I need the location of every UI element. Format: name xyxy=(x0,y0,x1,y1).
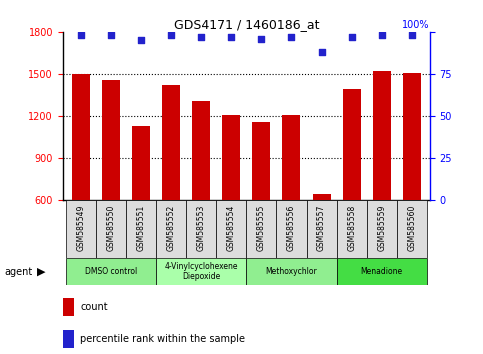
Bar xyxy=(156,200,186,258)
Bar xyxy=(102,80,120,200)
Bar xyxy=(246,258,337,285)
Text: GSM585555: GSM585555 xyxy=(257,205,266,251)
Bar xyxy=(72,74,90,200)
Text: GSM585552: GSM585552 xyxy=(167,205,176,251)
Bar xyxy=(222,115,241,200)
Point xyxy=(167,32,175,38)
Point xyxy=(198,34,205,40)
Title: GDS4171 / 1460186_at: GDS4171 / 1460186_at xyxy=(173,18,319,31)
Text: GSM585554: GSM585554 xyxy=(227,205,236,251)
Text: Methoxychlor: Methoxychlor xyxy=(266,267,317,276)
Point xyxy=(257,36,265,41)
Point xyxy=(287,34,295,40)
Point xyxy=(378,32,385,38)
Text: GSM585550: GSM585550 xyxy=(106,205,115,251)
Bar xyxy=(156,258,246,285)
Text: percentile rank within the sample: percentile rank within the sample xyxy=(80,334,245,344)
Bar xyxy=(63,330,74,348)
Bar xyxy=(373,71,391,200)
Text: count: count xyxy=(80,302,108,312)
Point xyxy=(318,49,326,55)
Bar xyxy=(337,200,367,258)
Text: 4-Vinylcyclohexene
Diepoxide: 4-Vinylcyclohexene Diepoxide xyxy=(164,262,238,281)
Point xyxy=(408,32,416,38)
Point xyxy=(107,32,115,38)
Bar xyxy=(397,200,427,258)
Point xyxy=(227,34,235,40)
Text: GSM585559: GSM585559 xyxy=(377,205,386,251)
Bar xyxy=(246,200,276,258)
Bar xyxy=(96,200,126,258)
Text: GSM585560: GSM585560 xyxy=(407,205,416,251)
Bar xyxy=(66,258,156,285)
Bar xyxy=(307,200,337,258)
Bar xyxy=(63,298,74,316)
Text: agent: agent xyxy=(5,267,33,277)
Bar xyxy=(186,200,216,258)
Text: GSM585553: GSM585553 xyxy=(197,205,206,251)
Text: ▶: ▶ xyxy=(37,267,45,277)
Bar xyxy=(342,89,361,200)
Bar xyxy=(216,200,246,258)
Bar xyxy=(132,126,150,200)
Bar xyxy=(252,121,270,200)
Bar xyxy=(162,85,180,200)
Bar xyxy=(276,200,307,258)
Text: 100%: 100% xyxy=(402,20,430,30)
Text: GSM585549: GSM585549 xyxy=(76,205,85,251)
Text: GSM585557: GSM585557 xyxy=(317,205,326,251)
Text: GSM585556: GSM585556 xyxy=(287,205,296,251)
Text: DMSO control: DMSO control xyxy=(85,267,137,276)
Bar xyxy=(337,258,427,285)
Bar xyxy=(126,200,156,258)
Bar xyxy=(313,194,330,200)
Point xyxy=(348,34,355,40)
Bar xyxy=(192,101,210,200)
Bar xyxy=(283,115,300,200)
Text: GSM585558: GSM585558 xyxy=(347,205,356,251)
Bar xyxy=(66,200,96,258)
Bar xyxy=(403,73,421,200)
Text: Menadione: Menadione xyxy=(361,267,403,276)
Point xyxy=(137,38,145,43)
Point xyxy=(77,32,85,38)
Bar xyxy=(367,200,397,258)
Text: GSM585551: GSM585551 xyxy=(137,205,145,251)
